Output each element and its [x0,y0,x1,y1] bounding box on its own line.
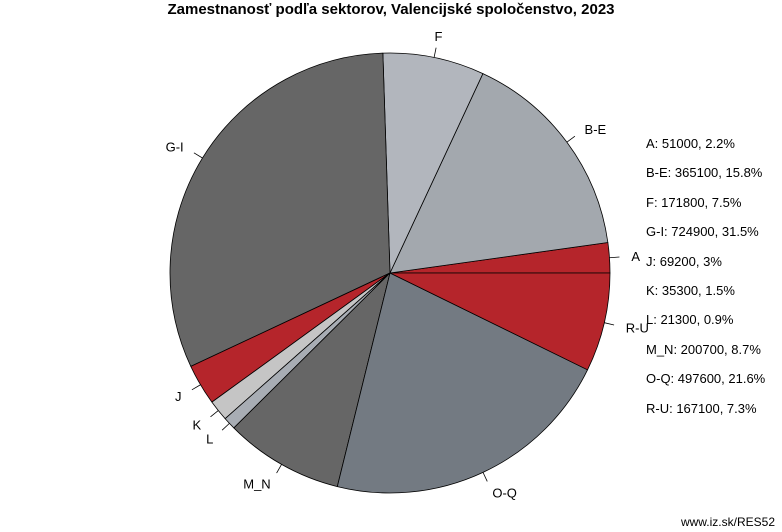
leader-line-b-e [566,135,576,143]
legend-item-f: F: 171800, 7.5% [646,194,742,210]
legend-item-o-q: O-Q: 497600, 21.6% [646,371,766,387]
slice-label-f: F [435,29,443,44]
legend: A: 51000, 2.2% B-E: 365100, 15.8% F: 171… [646,133,765,427]
legend-item-l: L: 21300, 0.9% [646,312,734,328]
legend-item-j: J: 69200, 3% [646,253,722,269]
legend-item-k: K: 35300, 1.5% [646,282,735,298]
legend-item-m-n: M_N: 200700, 8.7% [646,341,761,357]
pie-slice-r-u [389,272,611,371]
legend-item-a: A: 51000, 2.2% [646,136,735,151]
legend-item-b-e: B-E: 365100, 15.8% [646,165,763,181]
chart-title: Zamestnanosť podľa sektorov, Valencijské… [167,1,615,18]
leader-line-j [191,384,201,391]
leader-line-k [210,410,219,418]
slice-label-m-n: M_N [243,477,270,492]
slice-label-l: L [206,431,213,446]
slice-label-r-u: R-U [626,321,649,336]
slice-label-j: J [175,389,182,404]
leader-line-l [221,423,230,431]
pie-slice-f [382,52,484,274]
legend-item-r-u: R-U: 167100, 7.3% [646,400,757,416]
slice-label-a: A [631,249,640,264]
slice-label-g-i: G-I [166,140,184,155]
slice-label-k: K [192,417,201,432]
leader-line-a [609,256,620,259]
slice-label-b-e: B-E [585,122,607,137]
slice-label-o-q: O-Q [492,485,517,500]
pie-slice-o-q [336,272,588,494]
leader-line-f [433,47,437,58]
pie-slice-g-i [169,52,391,367]
leader-line-g-i [193,152,203,159]
source-text: www.iz.sk/RES52 [680,515,775,529]
leader-line-m-n [276,464,282,474]
legend-item-g-i: G-I: 724900, 31.5% [646,224,759,240]
pie-slice-m-n [233,272,391,487]
leader-line-r-u [604,322,615,326]
leader-line-o-q [482,472,488,482]
